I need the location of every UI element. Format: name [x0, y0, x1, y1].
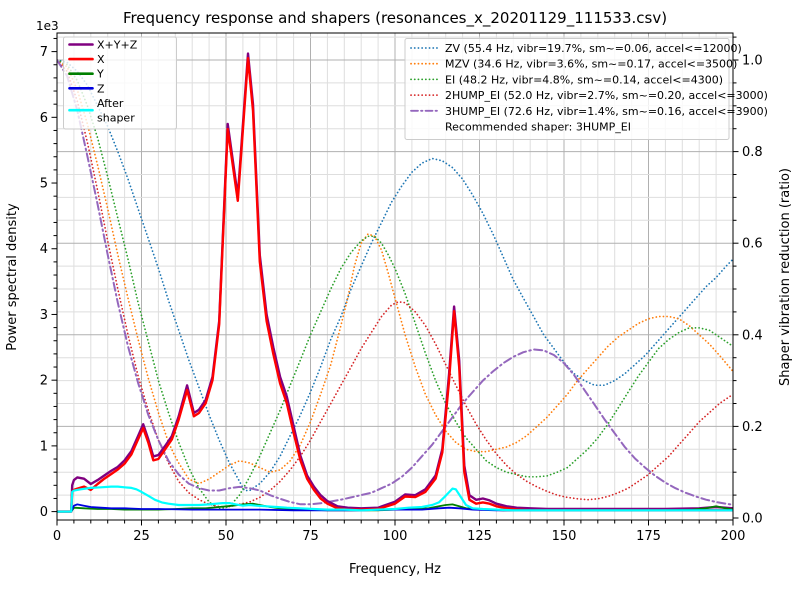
x-tick-label: 175	[636, 529, 661, 544]
legend-item-label: ZV (55.4 Hz, vibr=19.7%, sm~=0.06, accel…	[445, 42, 742, 55]
y-left-tick-label: 7	[40, 45, 48, 60]
legend-item-label: 2HUMP_EI (52.0 Hz, vibr=2.7%, sm~=0.20, …	[445, 89, 768, 102]
legend-item-label: X	[97, 53, 105, 66]
legend-item-label: X+Y+Z	[97, 39, 138, 52]
x-tick-label: 100	[383, 529, 408, 544]
shaper-curve-EI	[57, 59, 733, 510]
legend-item-label: 3HUMP_EI (72.6 Hz, vibr=1.4%, sm~=0.16, …	[445, 105, 768, 118]
x-tick-label: 125	[467, 529, 492, 544]
psd-curve-X	[57, 57, 733, 513]
shaper-curve-ZV	[57, 59, 733, 492]
chart-title: Frequency response and shapers (resonanc…	[123, 9, 667, 28]
y-right-tick-label: 0.2	[742, 420, 763, 435]
y-left-tick-label: 4	[40, 242, 48, 257]
y-left-tick-label: 5	[40, 177, 48, 192]
y-right-tick-label: 0.0	[742, 512, 763, 527]
y-right-tick-label: 0.6	[742, 237, 763, 252]
x-tick-label: 200	[721, 529, 746, 544]
y-axis-label-right: Shaper vibration reduction (ratio)	[778, 168, 793, 386]
legend-item-label: Z	[97, 82, 105, 95]
x-tick-label: 75	[302, 529, 319, 544]
y-right-tick-label: 0.8	[742, 145, 763, 160]
legend-item-label: shaper	[97, 112, 135, 125]
x-tick-label: 25	[133, 529, 150, 544]
axis-ticks	[51, 36, 739, 526]
y-axis-label-left: Power spectral density	[5, 203, 20, 351]
legend-shapers: ZV (55.4 Hz, vibr=19.7%, sm~=0.06, accel…	[404, 38, 768, 140]
y-left-tick-label: 2	[40, 374, 48, 389]
shaper-curve-3HUMP_EI	[57, 59, 733, 506]
y-right-tick-label: 0.4	[742, 328, 763, 343]
x-tick-label: 150	[552, 529, 577, 544]
psd-curve-X+Y+Z	[57, 52, 733, 513]
y-right-tick-label: 1.0	[742, 54, 763, 69]
shaper-curve-MZV	[57, 59, 733, 485]
legend-item-label: MZV (34.6 Hz, vibr=3.6%, sm~=0.17, accel…	[445, 58, 737, 71]
legend-item-label: After	[97, 97, 124, 110]
axis-offset-text: 1e3	[36, 19, 59, 33]
psd-curve-After shaper	[57, 485, 733, 513]
legend-item-label: Recommended shaper: 3HUMP_EI	[445, 121, 631, 134]
axis-tick-labels: 0 25 50 75 100 125 150 175 200 0 1 2 3 4 5 6 7 0.0 0.2 0.4 0…	[40, 45, 763, 544]
y-left-tick-label: 3	[40, 308, 48, 323]
x-tick-label: 50	[218, 529, 235, 544]
x-axis-label: Frequency, Hz	[349, 562, 441, 577]
data-series	[57, 52, 733, 513]
x-tick-label: 0	[53, 529, 61, 544]
legend-box	[404, 38, 730, 140]
legend-item-label: Y	[96, 68, 104, 81]
legend-item-label: EI (48.2 Hz, vibr=4.8%, sm~=0.14, accel<…	[445, 73, 723, 86]
shaper-curve-2HUMP_EI	[57, 59, 733, 508]
y-left-tick-label: 0	[40, 505, 48, 520]
y-left-tick-label: 6	[40, 111, 48, 126]
y-left-tick-label: 1	[40, 439, 48, 454]
